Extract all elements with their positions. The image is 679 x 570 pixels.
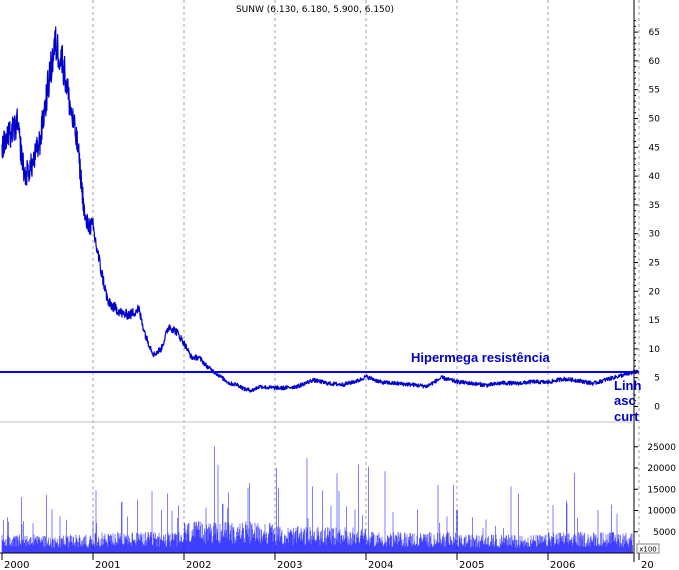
y-tick-label: 50 bbox=[649, 115, 661, 125]
y-tick-label: 20 bbox=[649, 287, 661, 297]
x-tick-label: 2006 bbox=[550, 560, 575, 570]
y-tick-label: 5 bbox=[654, 374, 660, 384]
y-tick-label: 15 bbox=[649, 316, 660, 326]
volume-bars bbox=[1, 446, 633, 553]
grid-lines bbox=[92, 0, 640, 553]
y-tick-label: 10 bbox=[649, 345, 661, 355]
x-tick-label: 20 bbox=[641, 560, 654, 570]
volume-tick-label: 10000 bbox=[647, 507, 676, 517]
x-tick-label: 2002 bbox=[186, 560, 211, 570]
y-tick-label: 25 bbox=[649, 259, 660, 269]
y-tick-label: 0 bbox=[654, 403, 660, 413]
y-tick-label: 60 bbox=[649, 57, 661, 67]
volume-tick-label: 25000 bbox=[647, 443, 676, 453]
volume-scale-label: x100 bbox=[639, 546, 657, 554]
chart-labels: SUNW (6.130, 6.180, 5.900, 6.150) 0 5 10 15… bbox=[4, 5, 676, 570]
y-tick-label: 55 bbox=[649, 86, 660, 96]
trend-label-line1: Linh bbox=[614, 378, 641, 393]
x-tick-label: 2004 bbox=[368, 560, 393, 570]
volume-tick-label: 20000 bbox=[647, 464, 676, 474]
x-tick-label: 2003 bbox=[277, 560, 302, 570]
price-series bbox=[1, 26, 640, 393]
y-tick-label: 40 bbox=[649, 172, 661, 182]
volume-tick-label: 15000 bbox=[647, 485, 676, 495]
trend-label-line3: curt bbox=[614, 409, 639, 424]
x-tick-label: 2005 bbox=[459, 560, 484, 570]
volume-scale-box bbox=[636, 543, 660, 554]
y-tick-label: 65 bbox=[649, 28, 660, 38]
trend-label-line2: asc bbox=[614, 393, 636, 408]
y-tick-label: 45 bbox=[649, 143, 660, 153]
price-line bbox=[1, 26, 640, 393]
chart-title: SUNW (6.130, 6.180, 5.900, 6.150) bbox=[236, 5, 394, 15]
x-tick-label: 2000 bbox=[4, 560, 29, 570]
volume-tick-label: 5000 bbox=[653, 528, 676, 538]
x-tick-label: 2001 bbox=[95, 560, 120, 570]
resistance-label: Hipermega resistência bbox=[411, 350, 551, 365]
y-tick-label: 30 bbox=[649, 230, 661, 240]
axes bbox=[0, 0, 660, 562]
y-tick-label: 35 bbox=[649, 201, 660, 211]
